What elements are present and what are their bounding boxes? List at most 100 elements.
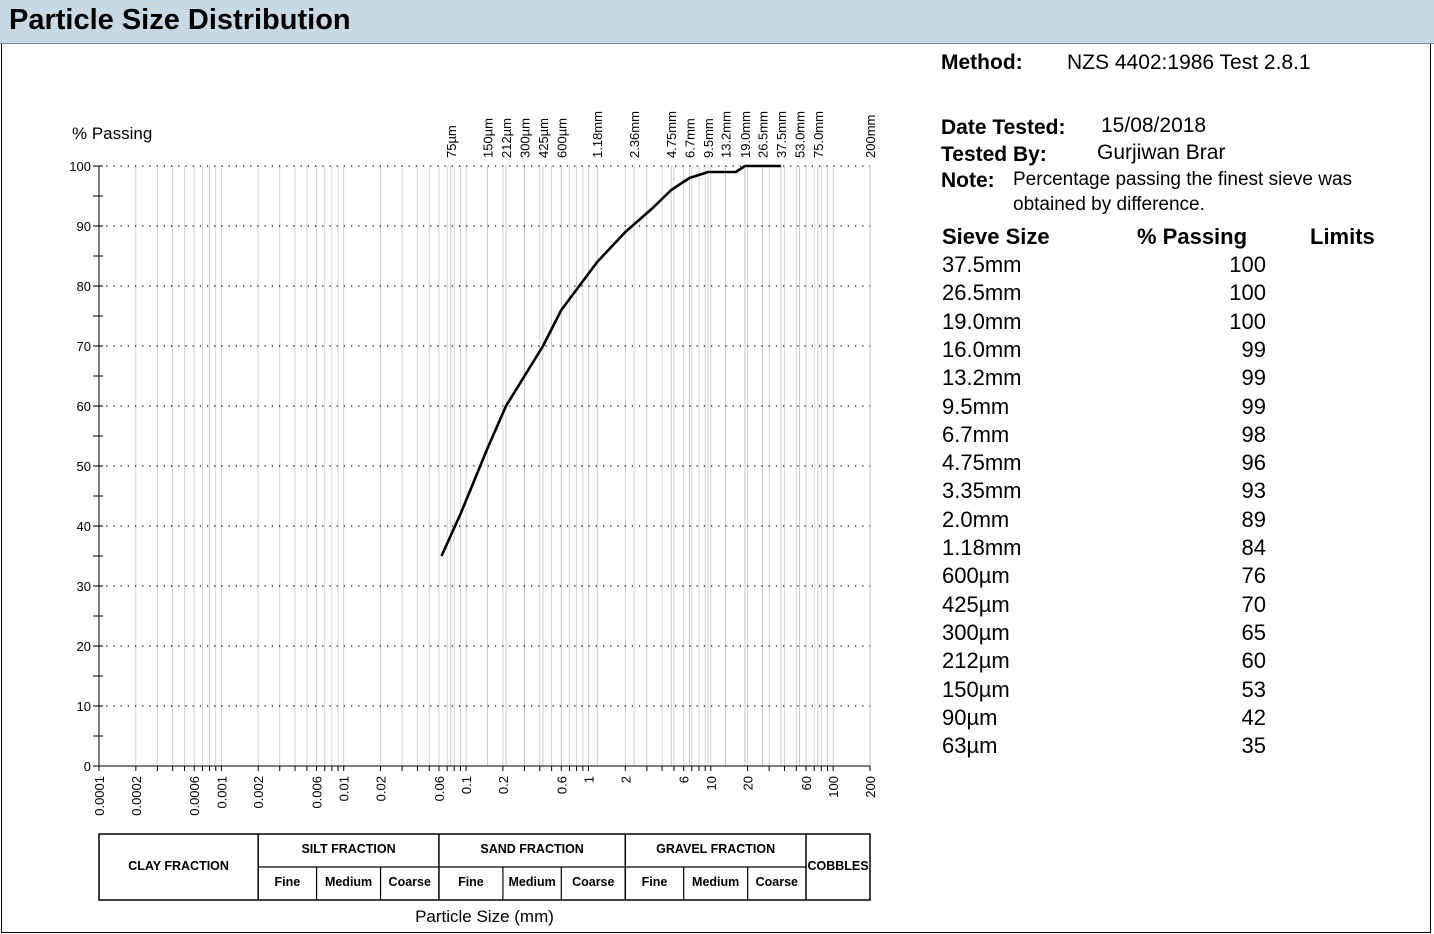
table-row-sieve: 425µm	[942, 591, 1010, 617]
medium-sub-label: Medium	[508, 875, 555, 889]
table-row-sieve: 150µm	[942, 676, 1010, 702]
clay-fraction-label: CLAY FRACTION	[128, 859, 229, 873]
x-axis-label: Particle Size (mm)	[415, 907, 554, 926]
table-row-passing: 65	[1241, 619, 1266, 645]
x-tick-label: 100	[826, 776, 841, 798]
x-tick-label: 2	[618, 776, 633, 783]
cobbles-fraction-label: COBBLES	[807, 859, 868, 873]
fine-sub-label: Fine	[642, 875, 668, 889]
x-tick-label: 0.01	[337, 776, 352, 801]
x-tick-label: 0.1	[459, 776, 474, 794]
sieve-label: 200mm	[863, 115, 878, 158]
sieve-label: 425µm	[536, 118, 551, 158]
sieve-label: 1.18mm	[590, 111, 605, 158]
x-tick-label: 0.02	[374, 776, 389, 801]
sieve-label: 600µm	[554, 118, 569, 158]
table-row-sieve: 600µm	[942, 563, 1010, 589]
table-row-passing: 89	[1241, 506, 1266, 532]
table-row-sieve: 2.0mm	[942, 506, 1010, 532]
sieve-label: 26.5mm	[756, 111, 771, 158]
table-row-passing: 76	[1241, 563, 1266, 589]
table-row-sieve: 26.5mm	[942, 280, 1022, 306]
y-tick-label: 60	[77, 399, 91, 414]
sieve-label: 150µm	[481, 118, 496, 158]
table-row-sieve: 1.18mm	[942, 535, 1022, 560]
table-row-passing: 100	[1229, 280, 1266, 306]
sieve-label: 53.0mm	[792, 111, 807, 158]
x-tick-label: 0.0002	[129, 776, 144, 816]
sieve-label: 2.36mm	[627, 111, 642, 158]
col-header-passing: % Passing	[1137, 224, 1248, 249]
title-bar: Particle Size Distribution	[0, 0, 1434, 44]
x-tick-label: 10	[704, 776, 719, 790]
tested-by-value: Gurjiwan Brar	[1097, 141, 1226, 164]
gravel-fraction-label: GRAVEL FRACTION	[656, 842, 775, 856]
table-row-passing: 100	[1229, 252, 1266, 277]
table-row-sieve: 37.5mm	[942, 252, 1022, 277]
x-tick-label: 0.6	[554, 776, 569, 794]
x-tick-label: 0.0006	[187, 776, 202, 816]
table-row-passing: 84	[1241, 535, 1266, 560]
y-tick-label: 50	[77, 459, 91, 474]
table-row-sieve: 212µm	[942, 648, 1010, 674]
table-row-sieve: 19.0mm	[942, 308, 1022, 334]
sieve-label: 75.0mm	[811, 111, 826, 158]
table-row-sieve: 16.0mm	[942, 336, 1022, 362]
page-title: Particle Size Distribution	[9, 4, 351, 36]
table-row-sieve: 13.2mm	[942, 365, 1022, 391]
x-tick-label: 20	[741, 776, 756, 790]
table-row-passing: 42	[1241, 704, 1266, 730]
y-tick-label: 0	[84, 759, 91, 774]
fine-sub-label: Fine	[275, 875, 301, 889]
method-value: NZS 4402:1986 Test 2.8.1	[1067, 51, 1311, 74]
sieve-label: 13.2mm	[719, 111, 734, 158]
table-row-sieve: 4.75mm	[942, 450, 1022, 476]
x-tick-label: 0.001	[214, 776, 229, 809]
table-row-sieve: 300µm	[942, 619, 1010, 645]
sieve-label: 300µm	[517, 118, 532, 158]
tested-by-label: Tested By:	[941, 143, 1047, 166]
table-row-sieve: 3.35mm	[942, 478, 1022, 504]
table-row-passing: 98	[1241, 421, 1266, 447]
x-tick-label: 0.006	[310, 776, 325, 809]
silt-fraction-label: SILT FRACTION	[301, 842, 395, 856]
sieve-label: 212µm	[499, 118, 514, 158]
table-row-passing: 70	[1241, 591, 1266, 617]
fraction-table-border	[98, 833, 871, 901]
grading-curve	[440, 164, 781, 557]
table-row-passing: 35	[1241, 733, 1266, 759]
table-row-passing: 96	[1241, 450, 1266, 476]
x-tick-label: 0.2	[496, 776, 511, 794]
sieve-label: 75µm	[444, 125, 459, 158]
sieve-label: 6.7mm	[683, 118, 698, 158]
method-label: Method:	[941, 51, 1023, 74]
note-value: Percentage passing the finest sieve was …	[1013, 169, 1353, 215]
y-tick-label: 70	[77, 339, 91, 354]
table-row-passing: 60	[1241, 648, 1266, 674]
table-row-passing: 53	[1241, 676, 1266, 702]
table-row-passing: 99	[1241, 393, 1266, 419]
fine-sub-label: Fine	[458, 875, 484, 889]
x-tick-label: 60	[799, 776, 814, 790]
coarse-sub-label: Coarse	[572, 875, 614, 889]
table-row-sieve: 6.7mm	[942, 421, 1010, 447]
x-tick-label: 0.06	[432, 776, 447, 801]
sand-fraction-label: SAND FRACTION	[480, 842, 583, 856]
sieve-label: 9.5mm	[701, 118, 716, 158]
table-row-sieve: 9.5mm	[942, 393, 1010, 419]
table-row-passing: 93	[1241, 478, 1266, 504]
table-row-sieve: 63µm	[942, 733, 998, 759]
y-axis-label: % Passing	[72, 124, 152, 143]
medium-sub-label: Medium	[692, 875, 739, 889]
date-tested-value: 15/08/2018	[1101, 114, 1207, 137]
x-tick-label: 200	[863, 776, 878, 798]
coarse-sub-label: Coarse	[389, 875, 431, 889]
y-tick-label: 40	[77, 519, 91, 534]
table-row-passing: 99	[1241, 336, 1266, 362]
table-row-passing: 99	[1241, 365, 1266, 391]
y-tick-label: 10	[77, 699, 91, 714]
table-row-sieve: 90µm	[942, 704, 998, 730]
date-tested-label: Date Tested:	[941, 116, 1066, 139]
note-label: Note:	[941, 169, 995, 192]
